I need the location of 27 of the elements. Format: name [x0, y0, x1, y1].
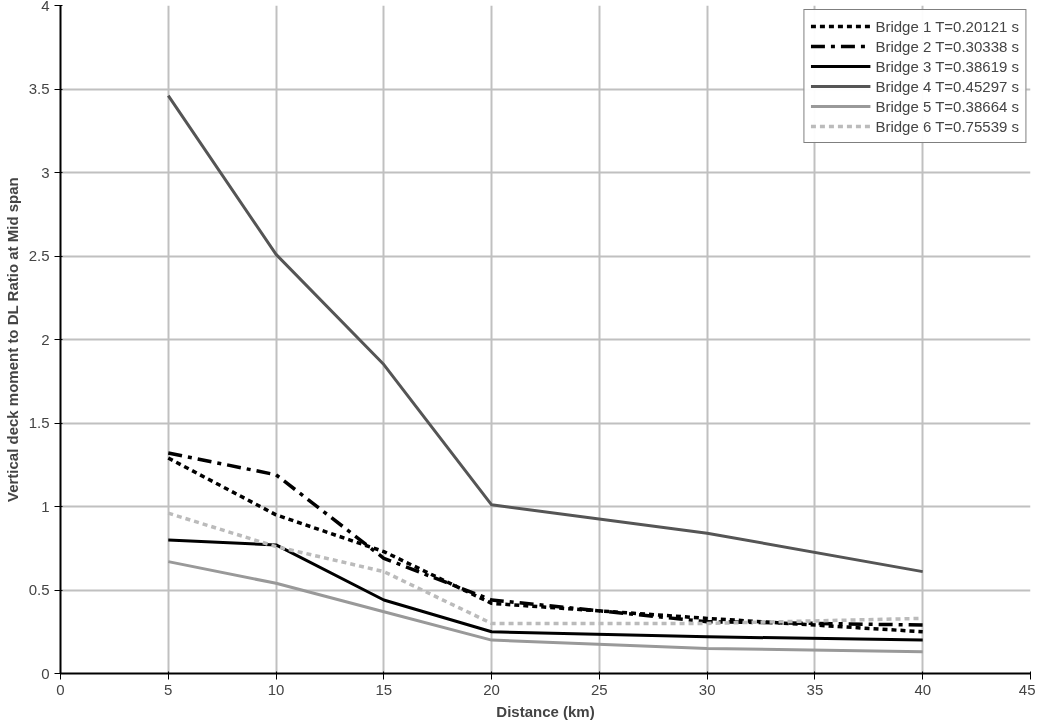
y-tick-label: 2: [41, 330, 50, 348]
legend-label: Bridge 5 T=0.38664 s: [875, 97, 1019, 115]
legend-label: Bridge 6 T=0.75539 s: [875, 117, 1019, 135]
x-tick-label: 0: [56, 680, 65, 698]
x-tick-label: 5: [164, 680, 173, 698]
x-tick-label: 20: [483, 680, 500, 698]
x-axis-title: Distance (km): [496, 702, 595, 720]
x-tick-label: 30: [698, 680, 716, 698]
y-tick-label: 0.5: [28, 581, 50, 598]
x-tick-label: 10: [267, 680, 285, 698]
x-tick-label: 25: [591, 680, 608, 698]
y-tick-label: 0: [41, 664, 50, 682]
y-tick-label: 1.5: [28, 414, 50, 431]
legend-label: Bridge 3 T=0.38619 s: [875, 57, 1019, 75]
legend-label: Bridge 4 T=0.45297 s: [875, 77, 1019, 95]
y-tick-label: 4: [41, 0, 50, 14]
legend-label: Bridge 1 T=0.20121 s: [875, 17, 1019, 35]
y-tick-label: 3: [41, 163, 50, 181]
x-tick-label: 40: [914, 680, 932, 698]
y-tick-label: 3.5: [28, 80, 50, 97]
y-axis-title: Vertical deck moment to DL Ratio at Mid span: [3, 177, 21, 503]
x-tick-label: 35: [806, 680, 824, 698]
legend-label: Bridge 2 T=0.30338 s: [875, 37, 1019, 55]
x-tick-label: 45: [1018, 680, 1036, 698]
x-tick-label: 15: [375, 680, 393, 698]
y-tick-label: 1: [41, 497, 50, 515]
y-tick-label: 2.5: [28, 247, 50, 264]
